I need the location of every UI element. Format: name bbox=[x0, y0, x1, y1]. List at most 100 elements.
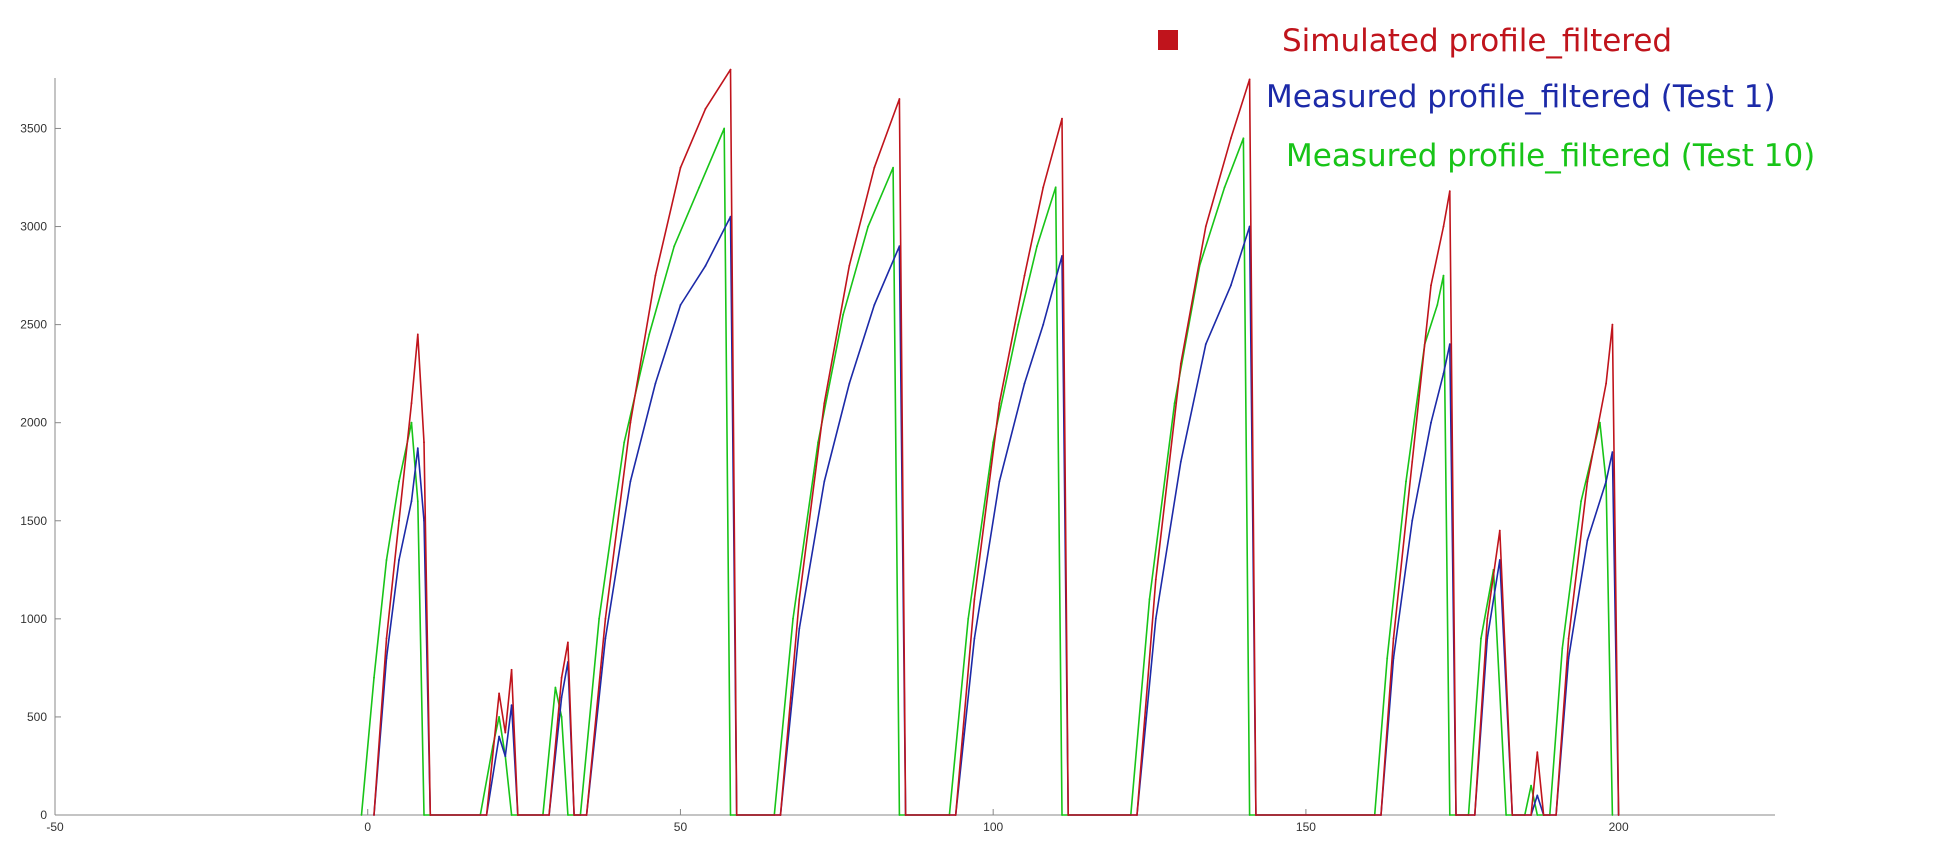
data-point bbox=[1580, 500, 1582, 503]
data-point bbox=[585, 814, 588, 816]
legend-swatch-0 bbox=[1158, 30, 1178, 50]
data-point bbox=[1179, 461, 1182, 463]
legend-entry-2: Measured profile_filtered (Test 10) bbox=[1286, 138, 1815, 174]
data-point bbox=[898, 245, 901, 248]
y-tick-label: 500 bbox=[27, 710, 47, 724]
data-point bbox=[1448, 343, 1451, 346]
data-point bbox=[1567, 637, 1570, 640]
data-point bbox=[560, 676, 563, 679]
data-point bbox=[410, 500, 413, 503]
data-point bbox=[867, 225, 869, 228]
data-point bbox=[510, 704, 513, 707]
data-point bbox=[1042, 186, 1045, 189]
data-point bbox=[1061, 814, 1063, 816]
data-point bbox=[1173, 402, 1176, 404]
data-point bbox=[1148, 598, 1151, 601]
data-point bbox=[1617, 814, 1620, 816]
y-tick-label: 0 bbox=[40, 808, 47, 822]
data-point bbox=[398, 480, 400, 483]
x-tick-label: 0 bbox=[364, 820, 371, 834]
data-point bbox=[1505, 814, 1507, 816]
data-point bbox=[723, 127, 726, 130]
data-point bbox=[904, 814, 907, 816]
data-point bbox=[1536, 814, 1539, 816]
data-point bbox=[1536, 794, 1539, 797]
data-point bbox=[1154, 617, 1157, 620]
axes: -50 0 50 100 150 2000500100015002000250030003… bbox=[20, 78, 1775, 834]
data-point bbox=[1154, 578, 1157, 581]
data-point bbox=[1561, 647, 1564, 650]
data-point bbox=[698, 186, 701, 189]
series-0 bbox=[373, 68, 1620, 816]
series-line bbox=[360, 127, 1614, 816]
data-point bbox=[567, 814, 569, 816]
data-point bbox=[1136, 814, 1138, 816]
data-point bbox=[1067, 814, 1070, 816]
data-point bbox=[498, 716, 500, 718]
data-point bbox=[385, 657, 388, 659]
data-point bbox=[873, 304, 876, 306]
data-point bbox=[1555, 814, 1557, 816]
data-point bbox=[1448, 814, 1451, 816]
data-point bbox=[1036, 245, 1038, 248]
data-point bbox=[423, 519, 425, 522]
x-tick-label: -50 bbox=[46, 820, 64, 834]
data-point bbox=[1405, 480, 1407, 483]
data-point bbox=[679, 304, 682, 306]
data-point bbox=[798, 598, 801, 601]
data-point bbox=[954, 814, 957, 816]
data-point bbox=[1586, 539, 1589, 542]
y-tick-label: 1500 bbox=[20, 514, 47, 528]
data-point bbox=[360, 814, 363, 816]
series-line bbox=[373, 215, 1620, 816]
data-point bbox=[510, 814, 513, 816]
data-point bbox=[1586, 480, 1589, 483]
data-point bbox=[1411, 461, 1414, 463]
data-point bbox=[1023, 382, 1026, 385]
data-point bbox=[1230, 284, 1232, 287]
data-point bbox=[498, 692, 500, 695]
data-point bbox=[385, 559, 388, 561]
data-point bbox=[1567, 657, 1570, 659]
x-tick-label: 50 bbox=[674, 820, 688, 834]
data-point bbox=[1411, 519, 1414, 522]
data-point bbox=[623, 441, 626, 444]
y-tick-label: 3500 bbox=[20, 121, 47, 135]
data-point bbox=[1436, 304, 1439, 306]
data-point bbox=[654, 382, 657, 385]
data-point bbox=[1611, 451, 1614, 453]
x-tick-label: 200 bbox=[1609, 820, 1629, 834]
data-point bbox=[1204, 343, 1207, 346]
data-point bbox=[1530, 784, 1532, 787]
data-point bbox=[973, 637, 976, 640]
data-point bbox=[704, 264, 707, 267]
data-point bbox=[560, 696, 563, 699]
data-point bbox=[1442, 274, 1445, 277]
legend-entry-1: Measured profile_filtered (Test 1) bbox=[1266, 79, 1776, 115]
data-point bbox=[567, 641, 569, 644]
series-1 bbox=[373, 215, 1620, 816]
y-tick-label: 2000 bbox=[20, 416, 47, 430]
data-point bbox=[823, 480, 826, 483]
data-point bbox=[898, 814, 901, 816]
data-point bbox=[1611, 323, 1614, 326]
data-point bbox=[648, 333, 651, 336]
data-point bbox=[1248, 225, 1251, 228]
data-point bbox=[967, 617, 970, 620]
data-point bbox=[1386, 657, 1389, 659]
data-point bbox=[1536, 751, 1539, 754]
data-point bbox=[1179, 362, 1182, 365]
data-point bbox=[798, 627, 801, 630]
x-tick-label: 100 bbox=[983, 820, 1003, 834]
data-point bbox=[1530, 814, 1532, 816]
data-point bbox=[1486, 617, 1489, 620]
series-2 bbox=[360, 127, 1614, 816]
data-point bbox=[1023, 274, 1026, 277]
y-tick-label: 1000 bbox=[20, 612, 47, 626]
data-point bbox=[1248, 814, 1251, 816]
data-point bbox=[398, 519, 400, 522]
data-point bbox=[1242, 137, 1245, 140]
data-point bbox=[1442, 225, 1445, 228]
data-point bbox=[873, 166, 876, 169]
